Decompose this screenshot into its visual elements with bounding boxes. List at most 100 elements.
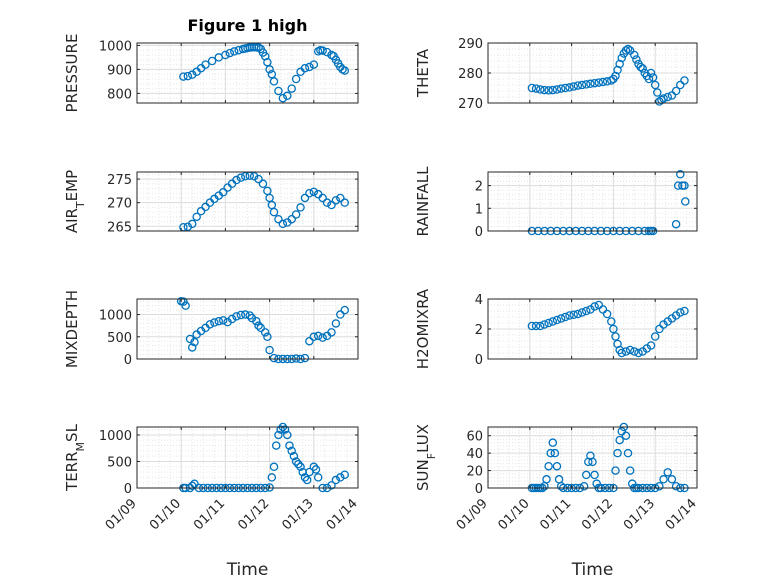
y-tick-label: 0 xyxy=(475,482,483,497)
grid xyxy=(136,427,359,489)
y-axis-label: SUNFLUX xyxy=(414,424,438,491)
x-tick-label: 01/14 xyxy=(324,496,361,533)
data-point xyxy=(565,83,574,92)
data-point xyxy=(210,318,219,327)
data-point xyxy=(650,80,660,90)
y-tick-label: 270 xyxy=(107,197,132,212)
x-tick-label: 01/09 xyxy=(454,496,491,533)
data-point xyxy=(552,461,562,471)
data-point xyxy=(331,196,341,205)
data-point xyxy=(181,301,190,310)
data-point xyxy=(581,306,591,316)
data-point xyxy=(187,219,197,229)
data-point xyxy=(336,193,345,203)
data-point xyxy=(192,212,201,222)
y-tick-label: 900 xyxy=(107,63,132,78)
data-point xyxy=(309,60,319,69)
data-point xyxy=(260,328,270,337)
data-point xyxy=(305,188,314,198)
y-tick-label: 20 xyxy=(466,465,483,480)
data-point xyxy=(548,85,558,95)
y-tick-label: 500 xyxy=(107,455,132,470)
data-point xyxy=(294,459,303,469)
data-point xyxy=(621,431,631,440)
data-point xyxy=(634,348,643,358)
data-point xyxy=(569,82,578,91)
subplot-4: 0 1 2 RAINFALL xyxy=(414,166,698,240)
y-tick-label: 500 xyxy=(107,331,132,346)
data-point xyxy=(667,91,677,100)
data-point xyxy=(680,76,689,85)
x-tick-label: 01/10 xyxy=(496,496,533,533)
data-point xyxy=(218,188,228,197)
data-point xyxy=(598,305,608,314)
data-point xyxy=(671,482,681,491)
data-point xyxy=(291,457,301,466)
data-point xyxy=(280,425,290,434)
data-point xyxy=(241,310,250,319)
data-point xyxy=(565,311,574,320)
data-point xyxy=(573,309,583,319)
data-point xyxy=(190,337,199,347)
data-point xyxy=(680,181,689,190)
axes-box xyxy=(136,298,359,360)
data-point xyxy=(296,203,305,212)
data-point xyxy=(546,448,555,458)
data-point xyxy=(254,321,263,330)
data-point xyxy=(623,448,633,458)
x-axis-label: Time xyxy=(226,560,269,580)
data-point xyxy=(300,193,310,203)
data-point xyxy=(340,66,349,75)
data-point xyxy=(659,94,668,103)
data-point xyxy=(536,85,545,94)
data-point xyxy=(594,300,604,310)
data-point xyxy=(311,465,321,474)
data-point xyxy=(569,310,578,319)
data-point xyxy=(613,448,622,458)
data-point xyxy=(305,62,314,72)
data-point xyxy=(581,80,591,89)
data-point xyxy=(655,482,664,491)
y-tick-label: 270 xyxy=(458,97,483,112)
y-tick-label: 1000 xyxy=(99,39,132,54)
data-point xyxy=(632,55,641,64)
y-tick-label: 800 xyxy=(107,87,132,102)
axes-box xyxy=(136,171,359,232)
data-point xyxy=(548,317,558,326)
data-point xyxy=(648,73,658,82)
data-point xyxy=(611,466,620,475)
data-point xyxy=(318,193,327,203)
data-point xyxy=(621,46,631,55)
data-point xyxy=(340,198,349,207)
data-point xyxy=(179,72,188,81)
data-point xyxy=(269,353,279,363)
data-point xyxy=(302,475,312,485)
grid xyxy=(487,298,698,360)
data-point xyxy=(588,457,597,467)
data-point xyxy=(621,347,631,356)
data-point xyxy=(331,475,341,485)
subplot-5: 0 500 1000 MIXDEPTH xyxy=(63,290,359,368)
data-point xyxy=(536,321,545,331)
data-point xyxy=(671,86,681,96)
subplot-7: 0 500 1000 01/09 01/10 01/11 01/12 01/13 01/14 TE… xyxy=(63,422,361,580)
y-tick-label: 0 xyxy=(475,353,483,368)
data-point xyxy=(590,470,599,480)
data-point xyxy=(646,68,656,78)
y-tick-label: 1 xyxy=(475,202,483,217)
data-point xyxy=(218,316,228,325)
data-point xyxy=(556,314,566,323)
data-point xyxy=(590,302,599,311)
data-point xyxy=(336,473,345,482)
data-point xyxy=(617,53,627,63)
data-point xyxy=(577,80,587,90)
data-point xyxy=(274,430,283,440)
data-point xyxy=(615,435,624,445)
y-axis-label: H2OMIXRA xyxy=(414,288,432,369)
data-point xyxy=(577,308,587,317)
data-point xyxy=(663,92,672,102)
data-point xyxy=(609,324,618,334)
data-point xyxy=(283,91,292,101)
data-point xyxy=(636,62,645,72)
data-point xyxy=(667,475,677,484)
